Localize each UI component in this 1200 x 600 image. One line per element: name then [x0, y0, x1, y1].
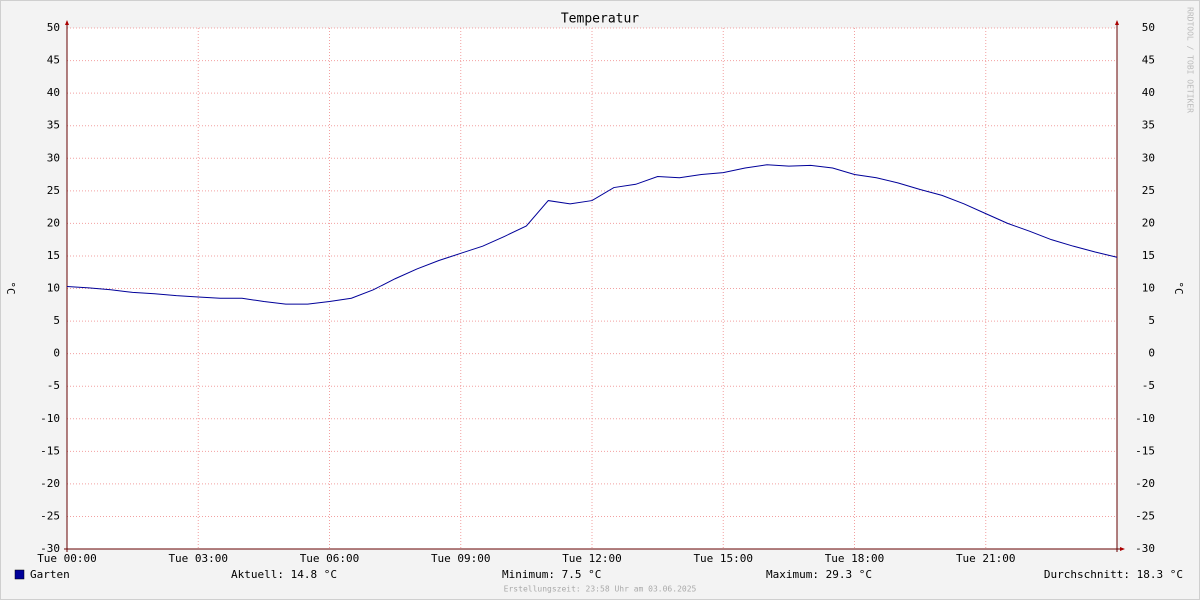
stat-min: Minimum: 7.5 °C — [502, 568, 601, 581]
y-tick-label: 15 — [47, 249, 60, 262]
y-tick-label: -5 — [47, 379, 60, 392]
watermark: RRDTOOL / TOBI OETIKER — [1186, 7, 1195, 113]
y2-tick-label: 15 — [1142, 249, 1155, 262]
y2-tick-label: -10 — [1135, 412, 1155, 425]
axis-arrow — [65, 20, 69, 25]
y2-tick-label: 45 — [1142, 54, 1155, 67]
chart-title: Temperatur — [561, 12, 639, 27]
y2-tick-label: -20 — [1135, 477, 1155, 490]
y2-tick-label: 35 — [1142, 119, 1155, 132]
y-axis-label: °C — [4, 281, 17, 294]
y2-tick-label: 0 — [1148, 347, 1155, 360]
y-tick-label: -30 — [40, 542, 60, 555]
y2-tick-label: 20 — [1142, 216, 1155, 229]
y-tick-label: 50 — [47, 21, 60, 34]
x-tick-label: Tue 21:00 — [956, 552, 1016, 565]
x-tick-label: Tue 18:00 — [825, 552, 885, 565]
y-tick-label: -20 — [40, 477, 60, 490]
y2-tick-label: 10 — [1142, 282, 1155, 295]
data-line — [66, 164, 1118, 305]
y-tick-label: 30 — [47, 151, 60, 164]
y-tick-label: 20 — [47, 216, 60, 229]
y2-tick-label: 40 — [1142, 86, 1155, 99]
y2-tick-label: 5 — [1148, 314, 1155, 327]
stat-current: Aktuell: 14.8 °C — [231, 568, 337, 581]
y2-tick-label: -30 — [1135, 542, 1155, 555]
stat-max: Maximum: 29.3 °C — [766, 568, 872, 581]
y-tick-label: -25 — [40, 509, 60, 522]
y2-tick-label: 30 — [1142, 151, 1155, 164]
y-tick-label: 10 — [47, 282, 60, 295]
y-tick-label: 40 — [47, 86, 60, 99]
legend-label: Garten — [30, 568, 70, 581]
x-tick-label: Tue 15:00 — [693, 552, 753, 565]
y2-tick-label: -15 — [1135, 444, 1155, 457]
footer: Erstellungszeit: 23:58 Uhr am 03.06.2025 — [504, 585, 697, 594]
y2-tick-label: -5 — [1142, 379, 1155, 392]
x-tick-label: Tue 12:00 — [562, 552, 622, 565]
y-tick-label: 35 — [47, 119, 60, 132]
y2-axis-label: °C — [1172, 281, 1185, 294]
x-tick-label: Tue 06:00 — [300, 552, 360, 565]
y-tick-label: -15 — [40, 444, 60, 457]
y-tick-label: -10 — [40, 412, 60, 425]
y2-tick-label: 25 — [1142, 184, 1155, 197]
axis-arrow — [1115, 20, 1119, 25]
x-tick-label: Tue 00:00 — [37, 552, 97, 565]
y-tick-label: 5 — [53, 314, 60, 327]
y-tick-label: 25 — [47, 184, 60, 197]
legend-swatch — [14, 569, 25, 580]
y-tick-label: 45 — [47, 54, 60, 67]
y2-tick-label: -25 — [1135, 509, 1155, 522]
x-tick-label: Tue 09:00 — [431, 552, 491, 565]
y-tick-label: 0 — [53, 347, 60, 360]
y2-tick-label: 50 — [1142, 21, 1155, 34]
x-tick-label: Tue 03:00 — [168, 552, 228, 565]
stat-avg: Durchschnitt: 18.3 °C — [1044, 568, 1183, 581]
axis-arrow — [1120, 547, 1125, 551]
